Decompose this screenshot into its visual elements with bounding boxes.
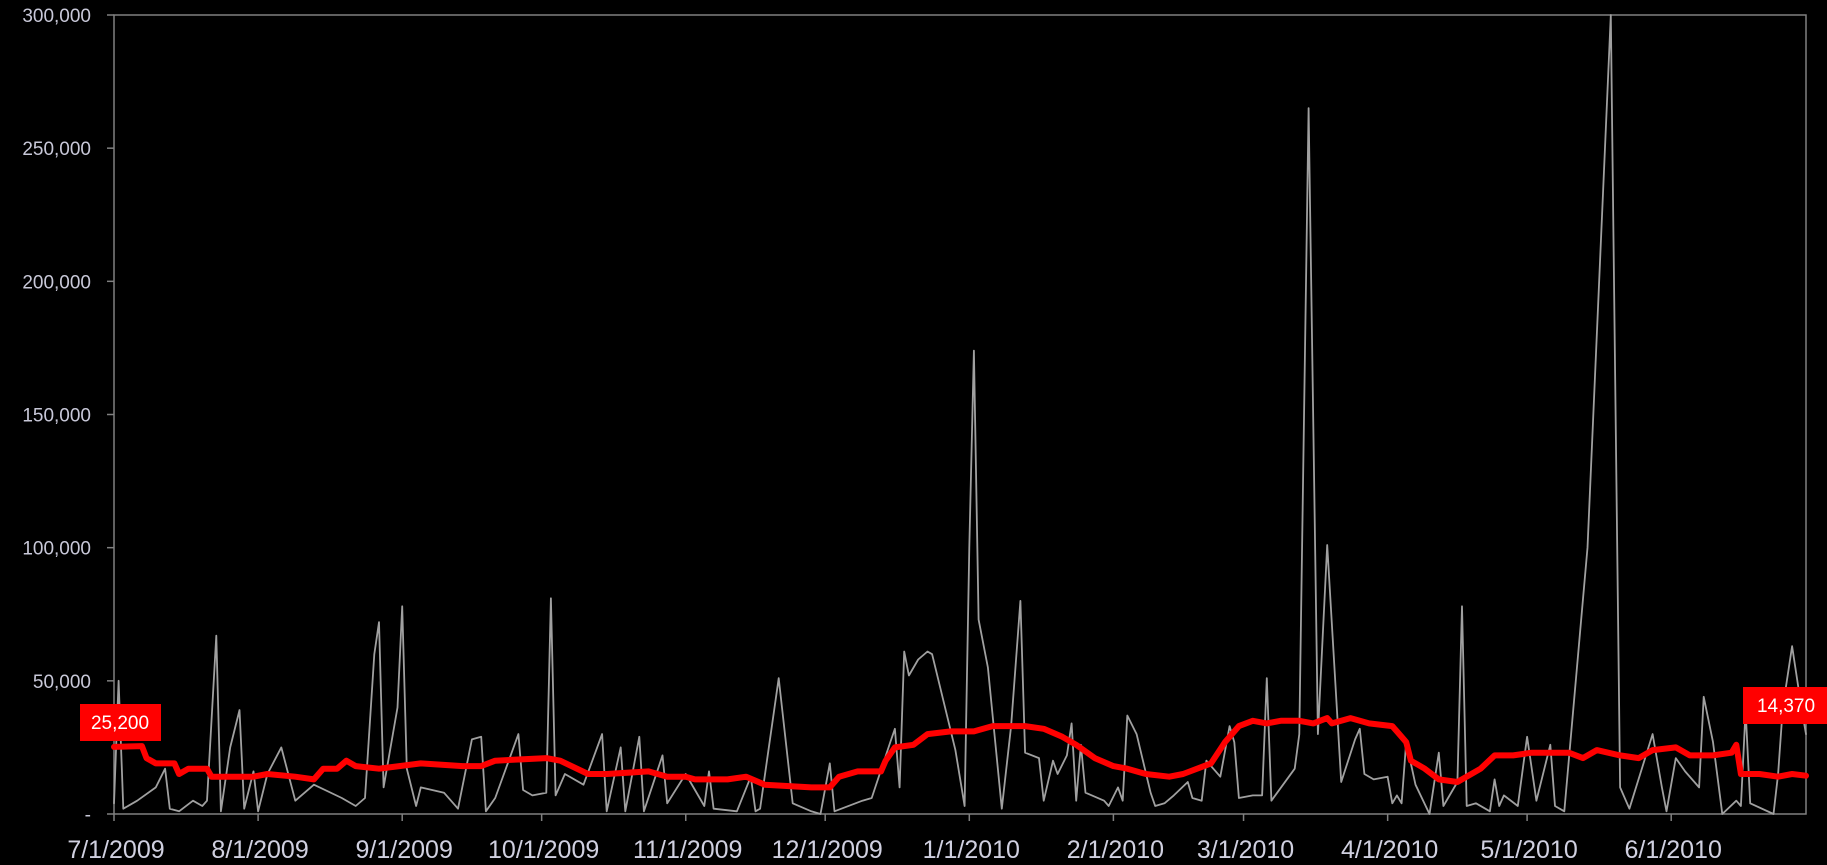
start-value-callout: 25,200 — [80, 704, 161, 741]
y-tick-label: 200,000 — [22, 272, 91, 293]
moving-average-series — [111, 715, 1809, 791]
x-tick-label: 9/1/2009 — [356, 836, 453, 864]
x-tick-label: 7/1/2009 — [67, 836, 164, 864]
y-tick-label: 250,000 — [22, 139, 91, 160]
x-tick-label: 10/1/2009 — [488, 836, 599, 864]
x-axis-tick-marks — [113, 814, 1672, 821]
daily-values-series — [113, 14, 1807, 815]
x-tick-label: 3/1/2010 — [1197, 836, 1294, 864]
y-tick-label: 50,000 — [33, 672, 91, 693]
y-tick-label: 150,000 — [22, 406, 91, 427]
x-tick-label: 6/1/2010 — [1625, 836, 1722, 864]
x-tick-label: 5/1/2010 — [1480, 836, 1577, 864]
y-axis-tick-labels: - 50,000 100,000 150,000 200,000 250,000 300,0… — [22, 6, 91, 826]
x-axis-tick-labels: 7/1/2009 8/1/2009 9/1/2009 10/1/2009 11/1/20… — [67, 836, 1722, 864]
x-tick-label: 8/1/2009 — [211, 836, 308, 864]
y-tick-label: 300,000 — [22, 6, 91, 27]
x-tick-label: 4/1/2010 — [1341, 836, 1438, 864]
y-tick-label: - — [85, 805, 91, 826]
y-tick-label: 100,000 — [22, 539, 91, 560]
x-tick-label: 12/1/2009 — [772, 836, 883, 864]
end-value-label: 14,370 — [1757, 696, 1815, 717]
y-axis-tick-marks — [107, 14, 114, 815]
start-value-label: 25,200 — [91, 713, 149, 734]
end-value-callout: 14,370 — [1743, 687, 1827, 724]
x-tick-label: 2/1/2010 — [1067, 836, 1164, 864]
series-layer — [111, 14, 1809, 815]
x-tick-label: 11/1/2009 — [633, 836, 742, 864]
x-tick-label: 1/1/2010 — [923, 836, 1020, 864]
